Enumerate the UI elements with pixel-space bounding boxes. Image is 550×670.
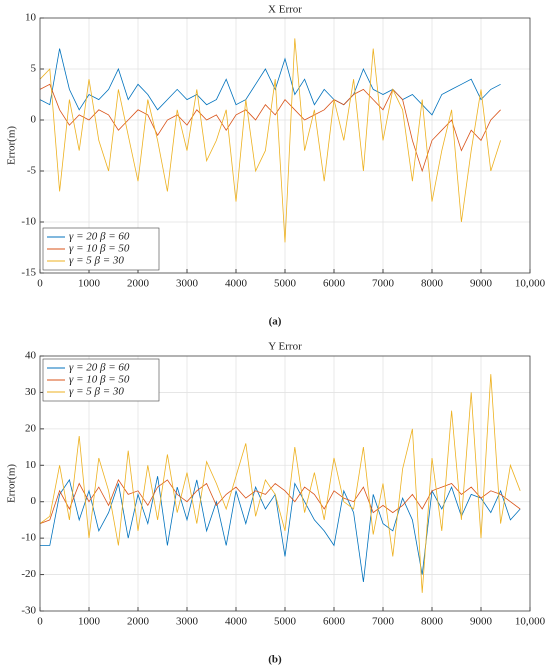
plot-frame (39, 355, 531, 612)
x-tick-label: 3000 (176, 278, 199, 290)
series-line (39, 83, 501, 173)
chart-title: Y Error (268, 341, 302, 353)
y-tick-label: 20 (25, 422, 37, 434)
y-tick-label: -5 (27, 165, 37, 177)
x-tick-label: 0 (37, 616, 43, 628)
legend-label: γ = 20 β = 60 (69, 231, 130, 243)
x-tick-label: 7000 (372, 616, 395, 628)
y-axis-label: Error(m) (6, 464, 18, 503)
x-tick-label: 10,000 (515, 278, 546, 290)
y-tick-label: -20 (21, 568, 36, 580)
y-tick-label: -30 (21, 605, 36, 617)
x-tick-label: 7000 (372, 278, 395, 290)
x-tick-label: 4000 (225, 616, 248, 628)
x-tick-label: 10,000 (515, 616, 546, 628)
legend-label: γ = 5 β = 30 (69, 255, 124, 267)
y-tick-label: -15 (21, 267, 36, 279)
series-line (40, 476, 521, 582)
y-tick-label: 5 (31, 63, 37, 75)
legend-label: γ = 20 β = 60 (69, 362, 130, 374)
x-tick-label: 1000 (78, 616, 101, 628)
x-tick-label: 0 (37, 278, 43, 290)
series-line (39, 48, 501, 116)
x-tick-label: 9000 (470, 278, 493, 290)
series-line (39, 479, 521, 524)
x-tick-label: 8000 (421, 278, 444, 290)
x-tick-label: 2000 (127, 278, 150, 290)
x-tick-label: 3000 (176, 616, 199, 628)
x-tick-label: 2000 (127, 616, 150, 628)
caption: (a) (269, 316, 282, 328)
legend-label: γ = 10 β = 50 (69, 243, 130, 255)
x-tick-label: 6000 (323, 278, 346, 290)
legend-label: γ = 5 β = 30 (69, 386, 124, 398)
y-tick-label: -10 (21, 216, 36, 228)
y-tick-label: 0 (31, 495, 37, 507)
y-axis-label: Error(m) (6, 126, 18, 165)
legend-label: γ = 10 β = 50 (69, 374, 130, 386)
y-tick-label: 40 (25, 350, 37, 362)
series-line (39, 374, 521, 593)
chart-title: X Error (268, 4, 302, 16)
caption: (b) (268, 654, 282, 666)
series-line (39, 38, 501, 243)
y-tick-label: 30 (25, 386, 37, 398)
y-tick-label: 10 (25, 12, 37, 24)
y-tick-label: -10 (21, 532, 36, 544)
y-tick-label: 10 (25, 459, 37, 471)
y-tick-label: 0 (31, 114, 37, 126)
x-tick-label: 4000 (225, 278, 248, 290)
x-tick-label: 9000 (470, 616, 493, 628)
plot-frame (39, 17, 531, 274)
x-tick-label: 5000 (274, 278, 297, 290)
x-tick-label: 1000 (78, 278, 101, 290)
x-tick-label: 6000 (323, 616, 346, 628)
x-tick-label: 5000 (274, 616, 297, 628)
x-tick-label: 8000 (421, 616, 444, 628)
